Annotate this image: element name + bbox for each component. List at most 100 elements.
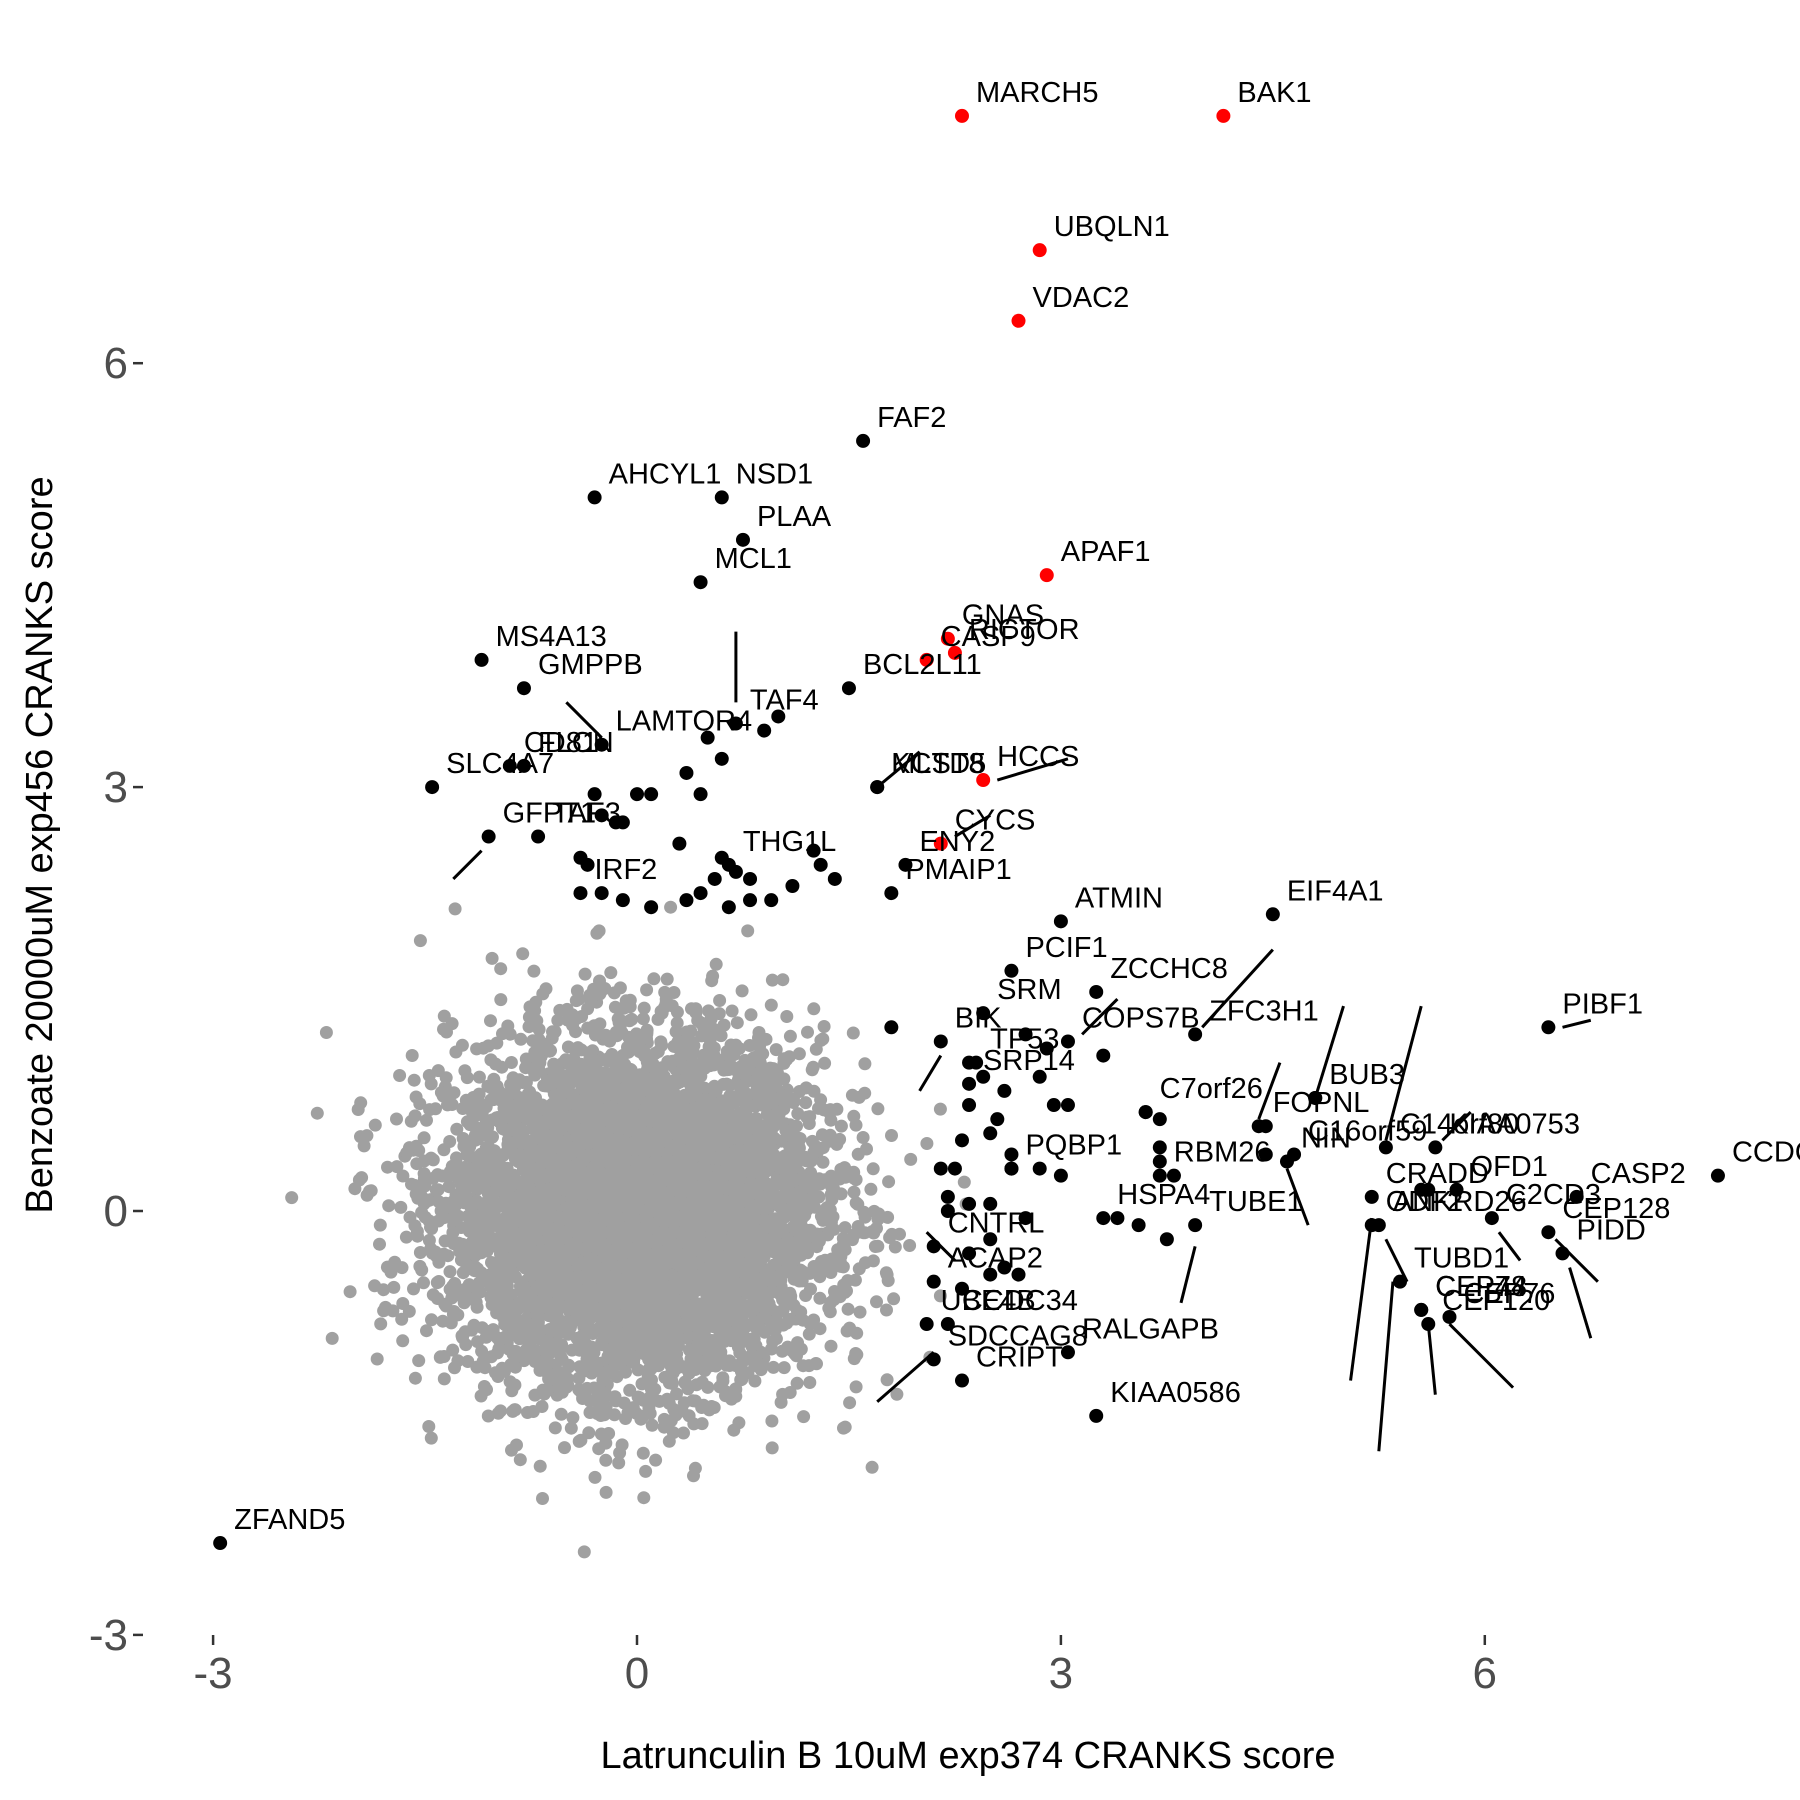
background-point [582,1046,596,1060]
background-point [599,1028,613,1042]
background-point [871,1102,885,1116]
background-point [424,1431,438,1445]
background-point [860,1142,873,1156]
background-point [841,1302,855,1316]
background-point [494,993,508,1007]
background-point [841,1274,855,1288]
background-point [866,1162,880,1176]
background-point [459,1338,473,1352]
background-point [604,966,618,980]
background-point [479,1330,493,1344]
background-point [780,1053,793,1067]
background-point [853,1305,867,1319]
background-point [766,1360,780,1374]
background-point [432,1214,445,1228]
background-point [537,1387,551,1401]
background-point [420,1113,433,1127]
background-point [567,1072,581,1086]
background-point [560,1002,574,1016]
background-point [434,1086,448,1099]
background-point [516,947,530,961]
background-point [494,962,508,976]
background-point [508,1360,522,1374]
background-point [840,1324,854,1338]
background-point [387,1280,401,1294]
background-point [422,1420,436,1433]
background-point [870,1295,883,1309]
background-point [723,1057,737,1071]
background-point [564,1421,578,1435]
background-point [790,1119,803,1133]
background-point [772,1107,786,1121]
background-point [408,1371,422,1385]
background-point [536,1492,549,1505]
background-point [578,967,592,981]
background-point [818,1253,832,1267]
background-point [484,1014,497,1028]
background-point [801,1025,814,1039]
background-point [374,1317,388,1331]
background-point [803,1376,817,1389]
background-point [481,1039,495,1053]
background-point [382,1199,396,1213]
background-point [587,1019,601,1033]
background-point [664,900,678,914]
background-point [640,983,654,997]
background-point [368,1118,382,1132]
background-point [461,1140,475,1153]
background-point [612,1456,626,1470]
background-point [888,1240,902,1254]
background-point [396,1297,410,1310]
background-point [527,964,541,978]
background-point [636,1012,650,1026]
background-point [405,1049,419,1062]
background-point [868,1240,882,1253]
background-point [472,1070,486,1084]
background-point [747,1332,761,1346]
background-point [701,1380,715,1394]
background-point [777,1361,791,1375]
background-point [437,1372,451,1386]
background-point [443,1265,457,1279]
background-point [608,1408,621,1422]
background-point [780,1010,794,1023]
background-point [852,1090,866,1104]
background-point [752,1031,765,1045]
background-point [432,1275,446,1288]
background-point [529,1322,543,1336]
background-point [887,1292,901,1306]
background-point [310,1106,324,1120]
background-point [411,1229,424,1243]
background-point [903,1239,917,1252]
background-point [639,1464,653,1478]
background-point [408,1219,422,1233]
background-point [680,1025,694,1039]
background-point [409,1139,423,1153]
background-point [727,1423,741,1437]
background-point [866,1254,880,1268]
background-point [450,1122,464,1136]
background-point [893,1227,906,1241]
background-point [443,1135,457,1148]
background-point [470,1300,484,1314]
background-point [880,1268,894,1282]
background-point [393,1069,407,1082]
background-point [824,1266,838,1279]
background-point [670,1016,684,1030]
background-point [849,1380,863,1394]
background-point [429,1102,442,1116]
background-point [437,1022,450,1036]
background-point [438,1234,452,1248]
background-point [809,1042,823,1056]
background-point [451,1354,465,1368]
background-point [417,1276,430,1290]
background-point [802,1327,816,1341]
background-point [504,1056,518,1069]
background-point [706,969,720,983]
background-point [858,1057,872,1071]
background-point [890,1387,904,1401]
background-point [698,1364,712,1377]
background-point [813,1291,827,1305]
background-point [481,1409,495,1423]
background-point [677,1426,690,1440]
